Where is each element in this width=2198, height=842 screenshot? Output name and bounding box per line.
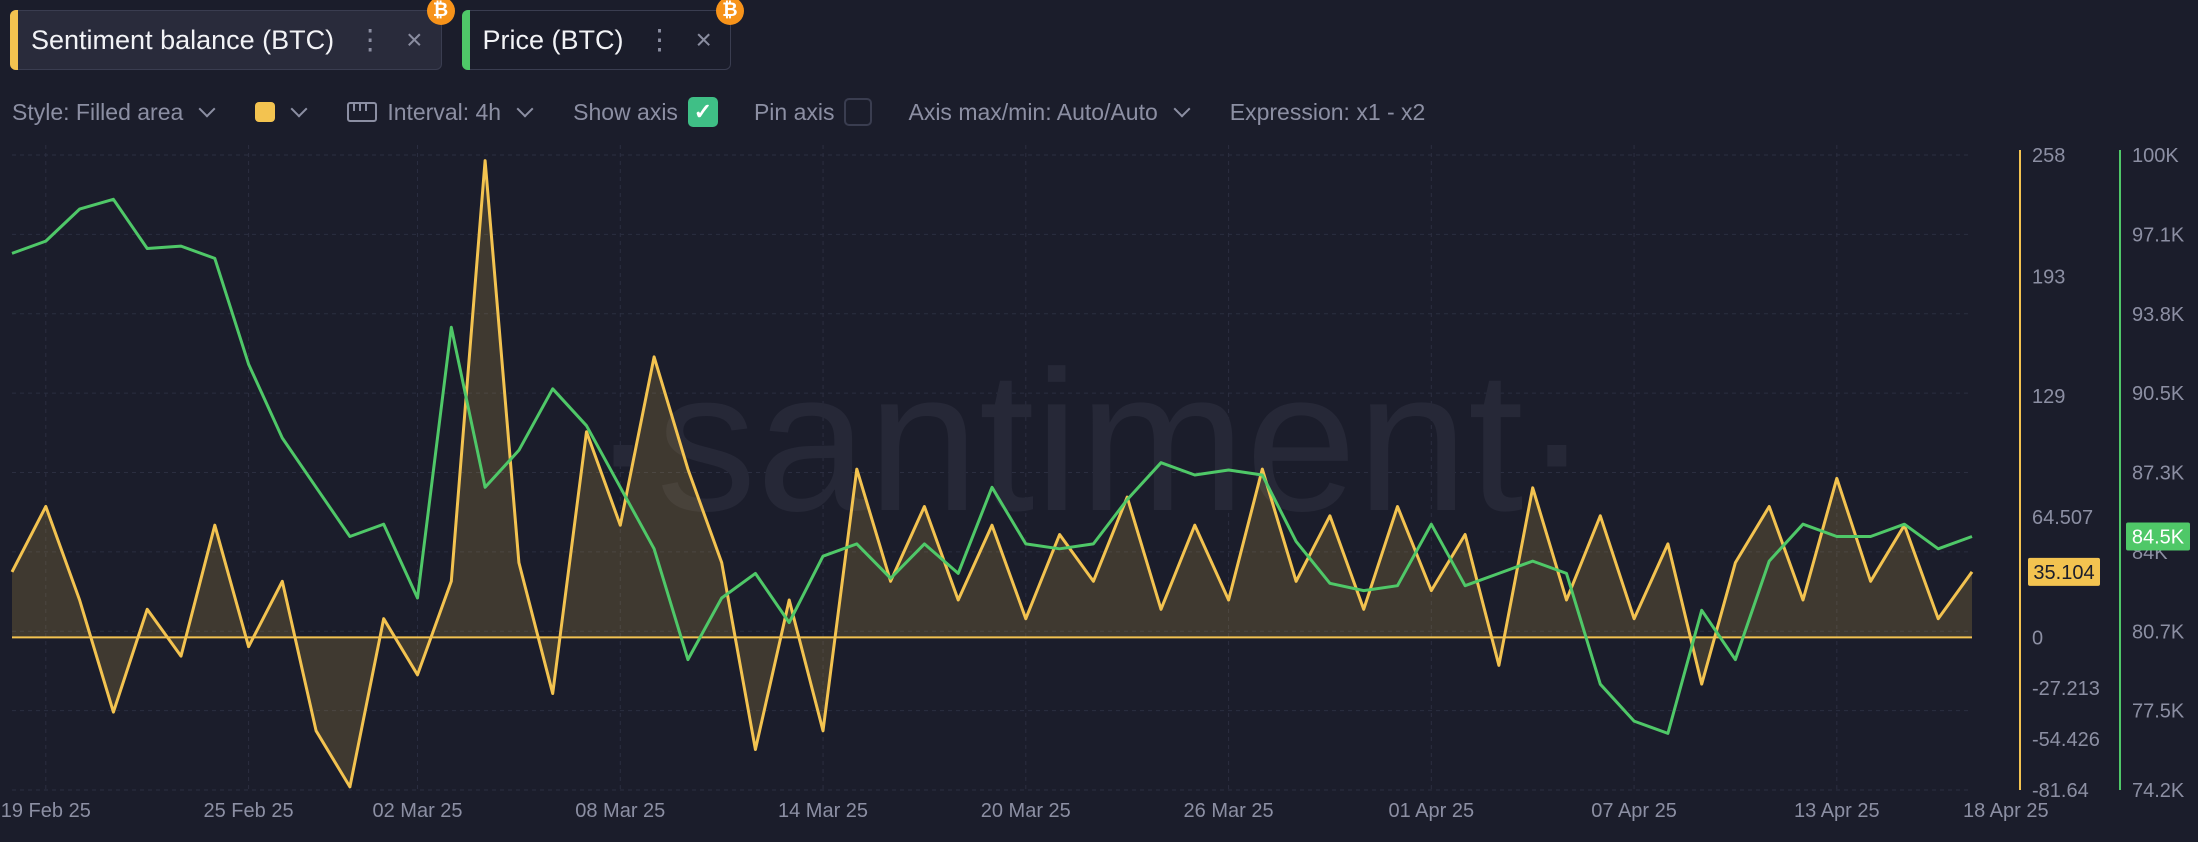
y-tick-label: 64.507 [2032, 507, 2093, 529]
pin-axis-label: Pin axis [753, 98, 835, 125]
tab-color-bar [10, 10, 18, 70]
sentiment-balance-line [10, 159, 1974, 789]
style-dropdown[interactable]: Style: Filled area [12, 99, 219, 126]
x-tick-label: 14 Mar 25 [778, 800, 868, 822]
more-options-icon[interactable]: ⋮ [356, 24, 385, 55]
y-tick-label: 77.5K [2132, 701, 2185, 723]
grid-lines [12, 145, 1972, 791]
checkbox-unchecked-icon[interactable] [844, 98, 873, 126]
x-tick-label: 26 Mar 25 [1184, 800, 1274, 822]
show-axis-toggle[interactable]: Show axis ✓ [573, 97, 718, 127]
checkbox-checked-icon[interactable]: ✓ [687, 97, 718, 127]
price-value-label: 84.5K [2132, 526, 2185, 548]
y-tick-label: -81.64 [2032, 780, 2089, 802]
x-tick-label: 20 Mar 25 [981, 800, 1071, 822]
y-tick-label: 193 [2032, 267, 2065, 289]
sentiment-area-fill [12, 160, 1972, 787]
show-axis-label: Show axis [573, 98, 678, 125]
y-tick-label: 90.5K [2132, 383, 2185, 405]
x-tick-label: 25 Feb 25 [204, 800, 294, 822]
x-tick-label: 19 Feb 25 [1, 800, 91, 822]
sentiment-axis-ticks: 258 193 129 64.507 0 -27.213 -54.426 -81.64 [2032, 145, 2100, 802]
tab-price[interactable]: Price (BTC) ⋮ × ₿ [461, 0, 744, 70]
close-icon[interactable]: × [406, 24, 423, 55]
expression-label: Expression: x1 - x2 [1229, 98, 1426, 125]
pin-axis-toggle[interactable]: Pin axis [754, 98, 873, 126]
y-tick-label: 100K [2132, 145, 2179, 167]
last-value-badges: 35.104 84.5K [2028, 522, 2190, 586]
x-tick-label: 08 Mar 25 [575, 800, 665, 822]
x-axis-ticks: 19 Feb 25 25 Feb 25 02 Mar 25 08 Mar 25 14 M… [1, 800, 2049, 822]
metric-tabs: Sentiment balance (BTC) ⋮ × ₿ Price (BTC… [10, 0, 744, 72]
x-tick-label: 02 Mar 25 [372, 800, 462, 822]
x-tick-label: 18 Apr 25 [1963, 800, 2049, 822]
x-tick-label: 13 Apr 25 [1794, 800, 1880, 822]
more-options-icon[interactable]: ⋮ [645, 24, 674, 55]
bitcoin-icon: ₿ [426, 0, 455, 25]
style-label: Style: Filled area [12, 98, 184, 125]
y-tick-label: 97.1K [2132, 224, 2185, 246]
interval-label: Interval: 4h [387, 98, 502, 125]
sentiment-value-label: 35.104 [2033, 562, 2094, 584]
settings-toolbar: Style: Filled area Interval: 4h Show axi… [12, 92, 1461, 132]
y-tick-label: 87.3K [2132, 463, 2185, 485]
santiment-watermark: ·santiment· [590, 330, 1590, 553]
x-tick-label: 07 Apr 25 [1591, 800, 1677, 822]
y-tick-label: 74.2K [2132, 780, 2185, 802]
ruler-icon [347, 102, 378, 122]
axis-maxmin-dropdown[interactable]: Axis max/min: Auto/Auto [908, 99, 1193, 126]
expression-field[interactable]: Expression: x1 - x2 [1230, 99, 1426, 126]
y-tick-label: 129 [2032, 386, 2065, 408]
y-tick-label: 80.7K [2132, 621, 2185, 643]
y-tick-label: -54.426 [2032, 729, 2100, 751]
sentiment-value-badge [2028, 557, 2100, 586]
tab-label: Sentiment balance (BTC) [31, 24, 335, 55]
y-tick-label: -27.213 [2032, 678, 2100, 700]
interval-dropdown[interactable]: Interval: 4h [347, 99, 537, 126]
tab-label: Price (BTC) [482, 24, 624, 55]
bitcoin-icon: ₿ [715, 0, 744, 25]
price-value-badge [2126, 522, 2190, 551]
x-tick-label: 01 Apr 25 [1388, 800, 1474, 822]
y-tick-label: 93.8K [2132, 304, 2185, 326]
tab-sentiment-balance[interactable]: Sentiment balance (BTC) ⋮ × ₿ [10, 0, 455, 70]
price-axis-ticks: 100K97.1K93.8K90.5K87.3K84K80.7K77.5K74.… [2132, 145, 2185, 802]
y-tick-label: 258 [2032, 145, 2065, 167]
price-line [11, 197, 1973, 735]
close-icon[interactable]: × [695, 24, 712, 55]
y-tick-label: 0 [2032, 627, 2043, 649]
color-picker[interactable] [255, 100, 311, 122]
axis-maxmin-label: Axis max/min: Auto/Auto [908, 98, 1158, 125]
color-swatch [255, 102, 276, 122]
tab-color-bar [461, 10, 470, 70]
